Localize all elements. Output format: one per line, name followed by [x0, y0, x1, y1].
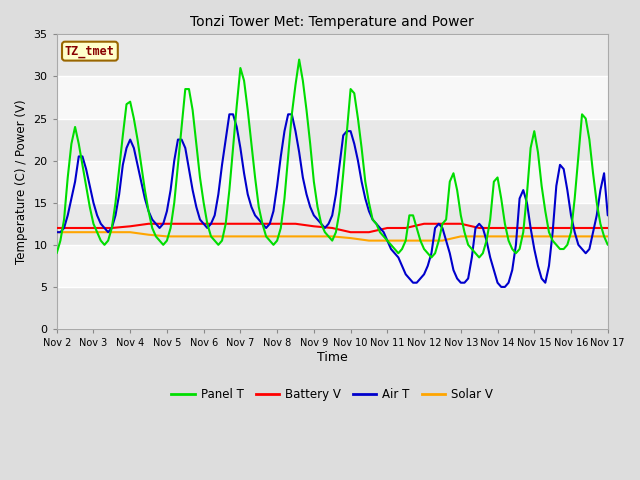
Legend: Panel T, Battery V, Air T, Solar V: Panel T, Battery V, Air T, Solar V [167, 383, 498, 406]
Text: TZ_tmet: TZ_tmet [65, 45, 115, 58]
X-axis label: Time: Time [317, 351, 348, 364]
Bar [57, 161, 608, 203]
Y-axis label: Temperature (C) / Power (V): Temperature (C) / Power (V) [15, 99, 28, 264]
Bar [57, 119, 608, 161]
Bar [57, 287, 608, 329]
Title: Tonzi Tower Met: Temperature and Power: Tonzi Tower Met: Temperature and Power [190, 15, 474, 29]
Bar [57, 35, 608, 76]
Bar [57, 203, 608, 245]
Bar [57, 76, 608, 119]
Bar [57, 245, 608, 287]
